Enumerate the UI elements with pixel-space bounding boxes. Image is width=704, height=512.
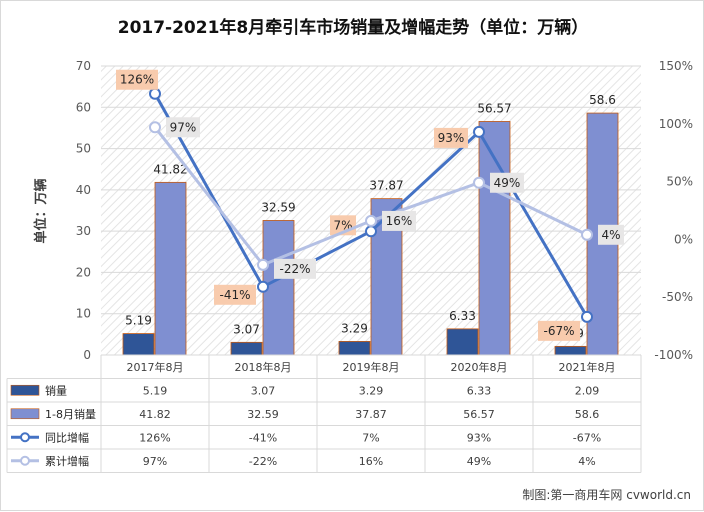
- line-label-box: [434, 127, 468, 148]
- bar-data-label: 37.87: [369, 179, 403, 193]
- line-data-label: 126%: [120, 73, 154, 87]
- line-label-box: [116, 69, 158, 90]
- y2-tick-label: 50%: [666, 175, 693, 189]
- bar: [554, 345, 587, 356]
- bar-data-label: 5.19: [125, 314, 152, 328]
- line-data-label: -22%: [279, 262, 310, 276]
- line-data-label: 16%: [386, 214, 413, 228]
- line-label-box: [166, 117, 200, 138]
- y-tick-label: 50: [76, 142, 91, 156]
- bar: [338, 341, 371, 356]
- bar-data-label: 56.57: [477, 101, 511, 115]
- line-label-box: [214, 284, 256, 305]
- y-tick-label: 60: [76, 100, 91, 114]
- table-cell: 49%: [467, 455, 491, 468]
- y2-tick-label: -50%: [662, 290, 693, 304]
- table-cell: 37.87: [355, 408, 387, 421]
- legend-entry: 销量: [45, 383, 67, 397]
- table-cell: 56.57: [463, 408, 495, 421]
- line-data-label: -67%: [543, 324, 574, 338]
- bar-data-label: 32.59: [261, 200, 295, 214]
- bar-data-label: 3.07: [233, 322, 260, 336]
- legend-entry: 1-8月销量: [45, 407, 96, 421]
- y-axis-label: 单位：万辆: [33, 178, 49, 243]
- table-cell: 4%: [578, 455, 595, 468]
- table-cell: -41%: [249, 431, 277, 444]
- table-cell: 3.07: [251, 384, 276, 397]
- lines: 126%-41%7%93%-67%97%-22%16%49%4%: [116, 69, 624, 341]
- table-cell: 126%: [139, 431, 170, 444]
- y-tick-label: 70: [76, 59, 91, 73]
- bar-data-label: 6.33: [449, 309, 476, 323]
- bar: [122, 333, 155, 356]
- legend-entry: 同比增幅: [45, 430, 89, 444]
- table-cell: 6.33: [467, 384, 492, 397]
- line-point: [473, 125, 485, 138]
- table-cell: 58.6: [575, 408, 600, 421]
- bar-data-label: 41.82: [153, 162, 187, 176]
- x-tick-label: 2021年8月: [559, 360, 616, 374]
- bar: [230, 341, 263, 356]
- table-cell: 93%: [467, 431, 491, 444]
- x-tick-label: 2018年8月: [235, 360, 292, 374]
- source-credit: 制图:第一商用车网 cvworld.cn: [522, 487, 691, 502]
- line-data-label: 97%: [170, 120, 197, 134]
- bar-data-label: 58.6: [589, 93, 616, 107]
- y-tick-label: 10: [76, 307, 91, 321]
- table-cell: 2.09: [575, 384, 600, 397]
- y2-tick-label: -100%: [654, 348, 693, 362]
- line-point: [473, 176, 485, 189]
- legend-swatch: [10, 408, 40, 420]
- line-label-box: [538, 320, 580, 341]
- table-cell: 41.82: [139, 408, 171, 421]
- y-tick-label: 30: [76, 224, 91, 238]
- line-point: [365, 214, 377, 227]
- line-point: [257, 258, 269, 271]
- line-point: [149, 87, 161, 100]
- line-point: [581, 228, 593, 241]
- table-cell: 16%: [359, 455, 383, 468]
- table-cell: 5.19: [143, 384, 168, 397]
- y-tick-label: 40: [76, 183, 91, 197]
- line-data-label: -41%: [219, 288, 250, 302]
- bar: [154, 181, 187, 356]
- table-cell: -22%: [249, 455, 277, 468]
- table-cell: 32.59: [247, 408, 279, 421]
- line-label-box: [598, 224, 624, 245]
- y2-tick-label: 0%: [674, 232, 693, 246]
- table-cell: 7%: [362, 431, 379, 444]
- table-cell: 97%: [143, 455, 167, 468]
- axes: 0 10 20 30 40 50 60 70 -100% -50% 0% 50% 100% 150%: [76, 59, 693, 362]
- bar: [446, 328, 479, 356]
- y-tick-label: 0: [83, 348, 91, 362]
- y2-tick-label: 150%: [659, 59, 693, 73]
- line-point: [257, 280, 269, 293]
- line-label-box: [274, 258, 316, 279]
- x-tick-label: 2019年8月: [343, 360, 400, 374]
- y2-tick-label: 100%: [659, 117, 693, 131]
- legend-marker: [20, 432, 30, 443]
- legend-entry: 累计增幅: [45, 454, 89, 468]
- legend-swatch: [10, 384, 40, 396]
- line-data-label: 4%: [601, 228, 620, 242]
- line-data-label: 49%: [494, 176, 521, 190]
- table-cell: 3.29: [359, 384, 384, 397]
- line-point: [149, 121, 161, 134]
- bar-data-label: 3.29: [341, 321, 368, 335]
- y-tick-label: 20: [76, 265, 91, 279]
- table-cell: -67%: [573, 431, 601, 444]
- line-label-box: [490, 172, 524, 193]
- legend-marker: [20, 455, 30, 466]
- x-tick-label: 2017年8月: [127, 360, 184, 374]
- line-label-box: [382, 210, 416, 231]
- x-tick-label: 2020年8月: [451, 360, 508, 374]
- chart-title: 2017-2021年8月牵引车市场销量及增幅走势（单位：万辆）: [118, 17, 589, 38]
- line-point: [365, 225, 377, 238]
- line-point: [581, 310, 593, 323]
- line-data-label: 93%: [438, 131, 465, 145]
